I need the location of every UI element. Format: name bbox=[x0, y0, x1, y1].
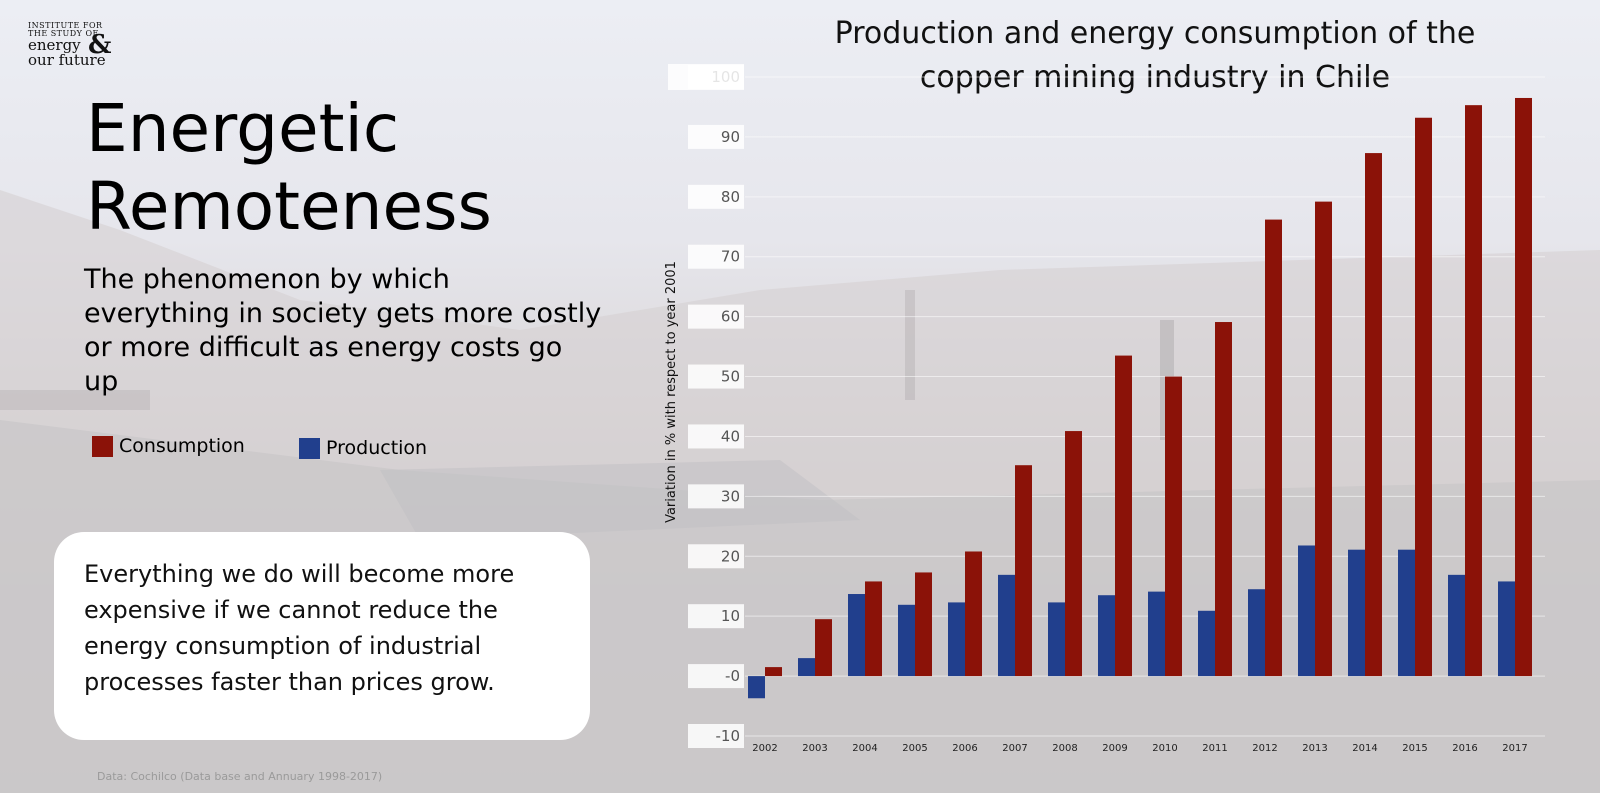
y-tick-bg bbox=[688, 304, 744, 329]
bar-consumption-2008 bbox=[1065, 431, 1082, 677]
bar-consumption-2010 bbox=[1165, 376, 1182, 677]
bar-consumption-2003 bbox=[815, 619, 832, 677]
institute-logo: INSTITUTE FOR THE STUDY OF energy & our … bbox=[28, 22, 128, 74]
legend-label-production: Production bbox=[326, 437, 428, 459]
bar-production-2017 bbox=[1498, 581, 1515, 677]
x-tick-label: 2007 bbox=[1002, 743, 1027, 754]
y-tick-bg bbox=[688, 664, 744, 689]
bar-consumption-2015 bbox=[1415, 117, 1432, 677]
y-tick-label: 40 bbox=[721, 427, 740, 445]
y-tick-label: 30 bbox=[721, 487, 740, 505]
y-tick-bg bbox=[688, 604, 744, 629]
y-tick-label: 70 bbox=[721, 248, 740, 266]
y-tick-bg bbox=[688, 724, 744, 748]
x-tick-label: 2002 bbox=[752, 743, 777, 754]
bar-consumption-2011 bbox=[1215, 322, 1232, 677]
y-tick-label: 80 bbox=[721, 188, 740, 206]
legend-label-consumption: Consumption bbox=[119, 435, 245, 457]
y-tick-label: -0 bbox=[725, 667, 740, 685]
y-tick-label: 10 bbox=[721, 607, 740, 625]
bar-consumption-2004 bbox=[865, 581, 882, 677]
logo-line-1: INSTITUTE FOR bbox=[28, 21, 103, 30]
page-title: Energetic Remoteness bbox=[86, 90, 492, 246]
bar-consumption-2006 bbox=[965, 551, 982, 677]
title-line-1: Energetic bbox=[86, 90, 400, 167]
bar-production-2002 bbox=[748, 676, 765, 699]
x-tick-label: 2016 bbox=[1452, 743, 1477, 754]
title-line-2: Remoteness bbox=[86, 168, 492, 245]
logo-line-3: energy bbox=[28, 36, 81, 54]
bar-production-2007 bbox=[998, 574, 1015, 677]
bar-consumption-2007 bbox=[1015, 465, 1032, 677]
callout-box: Everything we do will become more expens… bbox=[54, 532, 590, 740]
bar-consumption-2005 bbox=[915, 572, 932, 677]
y-tick-label: -10 bbox=[716, 727, 741, 745]
bar-production-2015 bbox=[1398, 549, 1415, 677]
y-tick-bg bbox=[688, 124, 744, 149]
x-tick-label: 2006 bbox=[952, 743, 977, 754]
bar-consumption-2012 bbox=[1265, 219, 1282, 677]
x-tick-label: 2011 bbox=[1202, 743, 1227, 754]
legend-swatch-production bbox=[299, 437, 320, 459]
legend-consumption: Consumption bbox=[92, 431, 245, 461]
bar-production-2004 bbox=[848, 594, 865, 677]
bar-production-2010 bbox=[1148, 591, 1165, 677]
x-tick-label: 2009 bbox=[1102, 743, 1127, 754]
bar-production-2013 bbox=[1298, 545, 1315, 677]
x-tick-label: 2015 bbox=[1402, 743, 1427, 754]
x-tick-label: 2005 bbox=[902, 743, 927, 754]
bar-consumption-2014 bbox=[1365, 153, 1382, 677]
bar-consumption-2013 bbox=[1315, 201, 1332, 677]
bar-production-2009 bbox=[1098, 595, 1115, 677]
bar-consumption-2002 bbox=[765, 667, 782, 677]
bar-production-2011 bbox=[1198, 610, 1215, 677]
bar-consumption-2009 bbox=[1115, 355, 1132, 677]
y-axis-top-band bbox=[668, 64, 744, 90]
y-tick-label: 20 bbox=[721, 547, 740, 565]
x-tick-label: 2012 bbox=[1252, 743, 1277, 754]
data-source: Data: Cochilco (Data base and Annuary 19… bbox=[97, 770, 383, 783]
logo-line-2: THE STUDY OF bbox=[28, 29, 99, 38]
y-tick-label: 90 bbox=[721, 128, 740, 146]
chart-title-line-1: Production and energy consumption of the bbox=[834, 16, 1476, 51]
y-tick-bg bbox=[688, 484, 744, 509]
bar-production-2008 bbox=[1048, 602, 1065, 677]
x-tick-label: 2004 bbox=[852, 743, 877, 754]
bar-production-2006 bbox=[948, 602, 965, 677]
bar-production-2005 bbox=[898, 604, 915, 677]
x-tick-label: 2014 bbox=[1352, 743, 1377, 754]
x-tick-label: 2003 bbox=[802, 743, 827, 754]
y-tick-bg bbox=[688, 184, 744, 209]
callout-text: Everything we do will become more expens… bbox=[84, 560, 515, 696]
y-tick-bg bbox=[688, 424, 744, 449]
y-tick-label: 50 bbox=[721, 368, 740, 386]
bar-consumption-2016 bbox=[1465, 105, 1482, 677]
bar-production-2003 bbox=[798, 658, 815, 677]
logo-ampersand: & bbox=[88, 30, 112, 60]
logo-line-4: our future bbox=[28, 51, 106, 69]
y-tick-label: 60 bbox=[721, 308, 740, 326]
y-tick-bg bbox=[688, 364, 744, 389]
x-tick-label: 2008 bbox=[1052, 743, 1077, 754]
x-tick-label: 2010 bbox=[1152, 743, 1177, 754]
x-tick-label: 2017 bbox=[1502, 743, 1527, 754]
legend-production: Production bbox=[299, 433, 427, 463]
definition-text: The phenomenon by which everything in so… bbox=[84, 264, 602, 397]
bar-production-2012 bbox=[1248, 589, 1265, 677]
y-tick-bg bbox=[688, 544, 744, 569]
bar-consumption-2017 bbox=[1515, 97, 1532, 677]
y-tick-bg bbox=[688, 244, 744, 269]
legend-swatch-consumption bbox=[92, 435, 113, 457]
bar-production-2016 bbox=[1448, 574, 1465, 677]
x-tick-label: 2013 bbox=[1302, 743, 1327, 754]
bar-production-2014 bbox=[1348, 549, 1365, 677]
y-axis-label: Variation in % with respect to year 2001 bbox=[664, 261, 679, 523]
